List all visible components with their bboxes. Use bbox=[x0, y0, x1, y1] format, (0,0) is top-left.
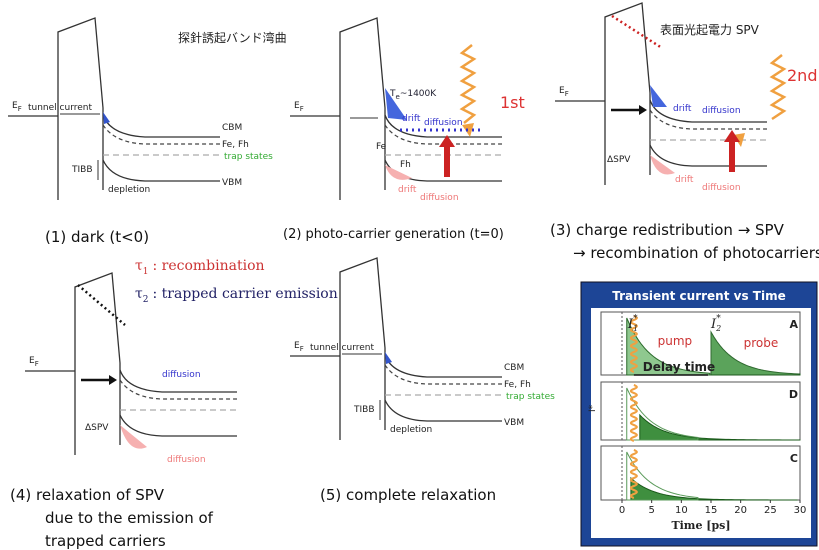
ef-sub: F bbox=[565, 90, 569, 98]
te-label: Te~1400K bbox=[389, 89, 437, 101]
shape bbox=[772, 55, 784, 119]
diffusion-up: diffusion bbox=[424, 118, 463, 128]
tau2-text: : trapped carrier emission bbox=[152, 286, 337, 302]
caption-1: (1) dark (t<0) bbox=[45, 228, 149, 246]
star: * bbox=[633, 314, 638, 324]
fe-label: Fe bbox=[376, 142, 387, 152]
drift-down: drift bbox=[398, 185, 417, 195]
row-label: D bbox=[789, 388, 798, 401]
title-left: 探針誘起バンド湾曲 bbox=[178, 30, 287, 45]
tibb-label: TIBB bbox=[71, 165, 93, 175]
shape bbox=[103, 112, 110, 124]
tibb-label: TIBB bbox=[353, 405, 375, 415]
caption-4c: trapped carriers bbox=[45, 532, 166, 550]
panel-1: EF tunnel current CBM Fe, Fh trap states… bbox=[8, 18, 273, 200]
shape bbox=[729, 140, 735, 172]
ef-label: EF bbox=[12, 101, 22, 113]
page: 探針誘起バンド湾曲 表面光起電力 SPV EF tunnel current C… bbox=[0, 0, 819, 550]
fefh-label: Fe, Fh bbox=[504, 380, 531, 390]
caption-3b: → recombination of photocarriers bbox=[573, 244, 819, 262]
row-label: A bbox=[789, 318, 798, 331]
tau1-sub: 1 bbox=[143, 267, 149, 277]
row-label: C bbox=[790, 452, 798, 465]
i-sub: 1 bbox=[633, 324, 638, 333]
star: * bbox=[716, 314, 721, 324]
cbm-label: CBM bbox=[504, 363, 524, 373]
label: EF bbox=[29, 356, 39, 368]
current-label: I1* bbox=[627, 314, 638, 333]
depletion-label: depletion bbox=[390, 425, 432, 435]
shape bbox=[650, 155, 675, 175]
diffusion-down: diffusion bbox=[420, 193, 459, 203]
shape bbox=[639, 105, 647, 115]
x-tick-label: 25 bbox=[764, 505, 777, 516]
pump-label: pump bbox=[658, 334, 693, 348]
tau1-text: : recombination bbox=[152, 258, 264, 274]
shape bbox=[78, 285, 125, 325]
shape bbox=[444, 145, 450, 177]
shape bbox=[650, 85, 667, 107]
y-label: I* bbox=[588, 404, 598, 412]
dspv-label: ΔSPV bbox=[85, 423, 109, 433]
tunnel-label: tunnel current bbox=[28, 103, 92, 113]
diffusion-down: diffusion bbox=[167, 455, 206, 465]
shape bbox=[462, 45, 474, 123]
caption-4a: (4) relaxation of SPV bbox=[10, 486, 165, 504]
shape bbox=[612, 16, 662, 48]
x-tick-label: 15 bbox=[705, 505, 718, 516]
label: EF bbox=[559, 86, 569, 98]
label: EF bbox=[294, 101, 304, 113]
title-right: 表面光起電力 SPV bbox=[660, 23, 760, 37]
fh-label: Fh bbox=[400, 160, 411, 170]
i-sub: 2 bbox=[715, 324, 721, 333]
x-tick-label: 10 bbox=[675, 505, 688, 516]
ef-sub: F bbox=[18, 105, 22, 113]
trap-label: trap states bbox=[224, 152, 273, 162]
ef-sub: F bbox=[300, 105, 304, 113]
photon-2nd: 2nd bbox=[787, 66, 817, 85]
x-tick-label: 20 bbox=[734, 505, 747, 516]
caption-3a: (3) charge redistribution → SPV bbox=[550, 221, 785, 239]
caption-5: (5) complete relaxation bbox=[320, 486, 496, 504]
vbm-label: VBM bbox=[222, 178, 242, 188]
tau1: τ1: recombination bbox=[135, 258, 265, 277]
shape bbox=[385, 352, 392, 364]
caption-4b: due to the emission of bbox=[45, 509, 214, 527]
ef-sub: F bbox=[35, 360, 39, 368]
probe-label: probe bbox=[744, 336, 779, 350]
x-tick-label: 30 bbox=[794, 505, 807, 516]
drift-up: drift bbox=[673, 104, 692, 114]
photon-1st: 1st bbox=[500, 93, 525, 112]
te-rest: ~1400K bbox=[400, 89, 437, 99]
trap-label: trap states bbox=[506, 392, 555, 402]
drift-up: drift bbox=[402, 114, 421, 124]
shape bbox=[109, 375, 117, 385]
delay-label: Delay time bbox=[643, 360, 715, 374]
tau2-sub: 2 bbox=[143, 295, 149, 305]
cbm-label: CBM bbox=[222, 123, 242, 133]
current-label: I2* bbox=[710, 314, 721, 333]
tunnel-label: tunnel current bbox=[310, 343, 374, 353]
dspv-label: ΔSPV bbox=[607, 155, 631, 165]
diffusion-up: diffusion bbox=[162, 370, 201, 380]
panel-2: EF Te~1400K 1st drift diffusion Fe Fh dr… bbox=[290, 18, 525, 203]
x-tick-label: 0 bbox=[619, 505, 625, 516]
shape bbox=[120, 425, 147, 449]
diffusion-up: diffusion bbox=[702, 106, 741, 116]
vbm-label: VBM bbox=[504, 418, 524, 428]
label: EF bbox=[294, 341, 304, 353]
x-tick-label: 5 bbox=[648, 505, 654, 516]
drift-down: drift bbox=[675, 175, 694, 185]
inset-title: Transient current vs Time bbox=[612, 289, 785, 303]
x-label: Time [ps] bbox=[671, 519, 730, 532]
depletion-label: depletion bbox=[108, 185, 150, 195]
diffusion-down: diffusion bbox=[702, 183, 741, 193]
tau2: τ2: trapped carrier emission bbox=[135, 286, 338, 305]
caption-2: (2) photo-carrier generation (t=0) bbox=[283, 227, 504, 242]
ef-sub: F bbox=[300, 345, 304, 353]
fefh-label: Fe, Fh bbox=[222, 140, 249, 150]
